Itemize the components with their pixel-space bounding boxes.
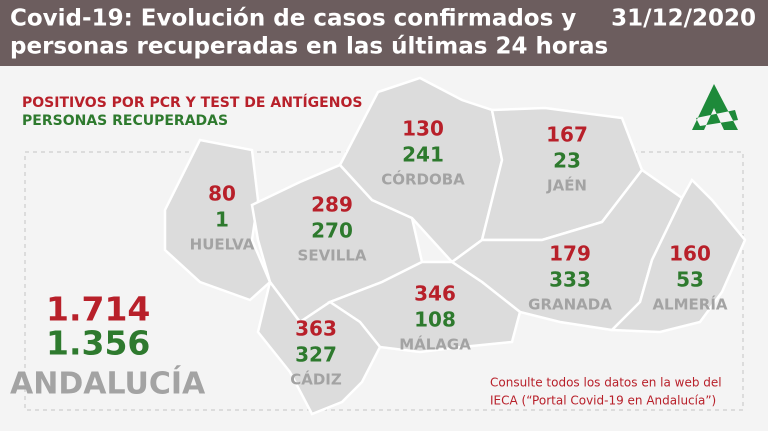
- header-band: [0, 0, 768, 66]
- province-recovered: 23: [553, 149, 581, 173]
- province-recovered: 241: [402, 143, 444, 167]
- province-positives: 363: [295, 317, 337, 341]
- province-recovered: 333: [549, 268, 591, 292]
- province-name: CÓRDOBA: [381, 170, 465, 189]
- province-positives: 346: [414, 282, 456, 306]
- header-date: 31/12/2020: [611, 6, 756, 32]
- legend-recovered: PERSONAS RECUPERADAS: [22, 113, 228, 129]
- province-shape: [163, 138, 272, 302]
- total-recovered: 1.356: [46, 324, 150, 363]
- province-name: ALMERÍA: [652, 295, 727, 314]
- province-name: HUELVA: [190, 236, 255, 254]
- province-recovered: 270: [311, 219, 353, 243]
- province-recovered: 1: [215, 208, 229, 232]
- province-name: SEVILLA: [298, 247, 367, 265]
- footer-note: Consulte todos los datos en la web del: [490, 376, 722, 390]
- province-positives: 160: [669, 242, 711, 266]
- footer-note: IECA (“Portal Covid-19 en Andalucía”): [490, 394, 716, 408]
- total-positives: 1.714: [46, 290, 150, 329]
- header-title: personas recuperadas en las últimas 24 h…: [10, 34, 608, 60]
- province-shape: [609, 177, 747, 334]
- province-positives: 289: [311, 193, 353, 217]
- total-name: ANDALUCÍA: [10, 366, 206, 402]
- province-positives: 80: [208, 182, 236, 206]
- province-recovered: 108: [414, 308, 456, 332]
- province-positives: 130: [402, 117, 444, 141]
- province-name: CÁDIZ: [290, 370, 342, 389]
- province-name: JAÉN: [546, 176, 587, 195]
- province-shape: [256, 279, 382, 416]
- province-positives: 167: [546, 123, 588, 147]
- logo: [692, 84, 738, 130]
- province-recovered: 53: [676, 268, 704, 292]
- province-name: GRANADA: [528, 296, 612, 314]
- map: [163, 76, 747, 416]
- province-name: MÁLAGA: [399, 335, 471, 354]
- header-title: Covid-19: Evolución de casos confirmados…: [10, 6, 576, 32]
- province-recovered: 327: [295, 343, 337, 367]
- province-positives: 179: [549, 242, 591, 266]
- legend-positives: POSITIVOS POR PCR Y TEST DE ANTÍGENOS: [22, 94, 362, 111]
